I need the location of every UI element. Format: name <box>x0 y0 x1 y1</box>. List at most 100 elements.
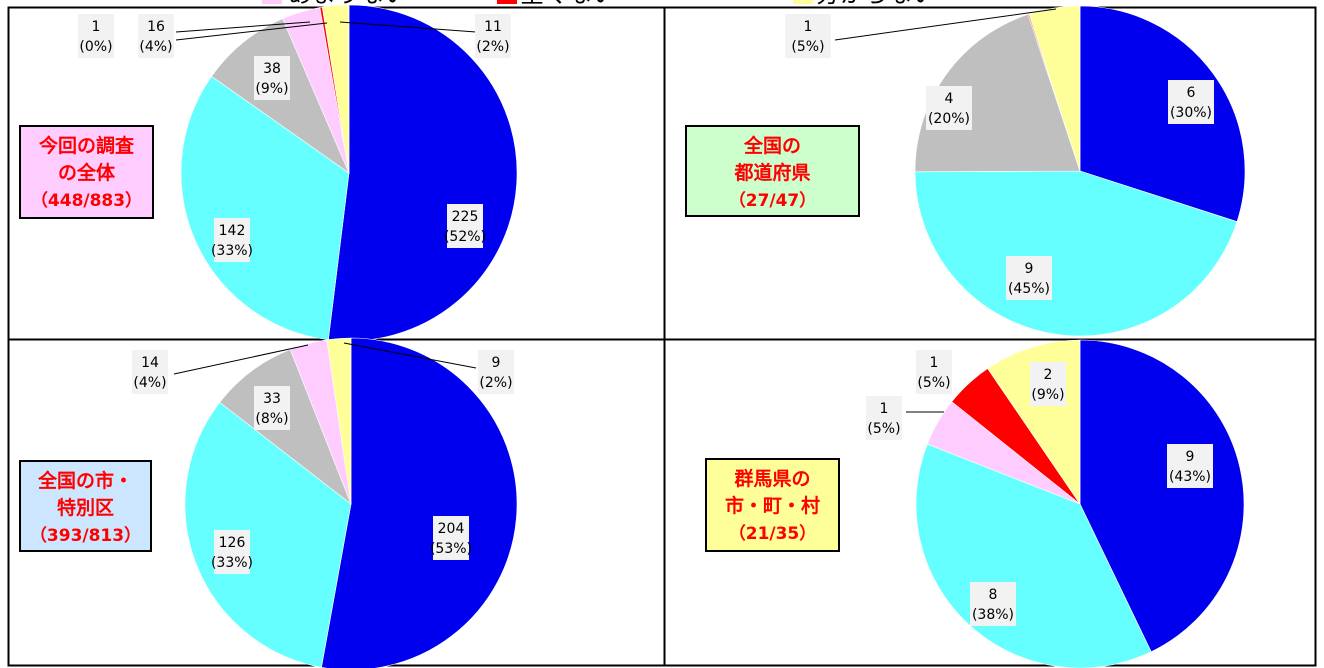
legend-strip: あまりない 全くない 分からない <box>262 0 936 8</box>
pie-3-label-blue: 204 (53%) <box>430 516 472 560</box>
pie-1-label-pink: 16 (4%) <box>138 14 311 58</box>
pie-2-slice-blue <box>1079 5 1246 223</box>
pie-2-label-yellow: 1 (5%) <box>785 8 1057 58</box>
pie-2-label-text-blue-1: 6 <box>1187 85 1196 101</box>
pie-3-label-text-gray-1: 33 <box>263 391 281 407</box>
pie-1-label-text-yellow-2: (2%) <box>476 39 509 55</box>
pie-2-label-bg-yellow <box>785 14 831 58</box>
pie-4-label-text-yellow-1: 2 <box>1044 367 1053 383</box>
pie-4-label-pink: 1 (5%) <box>866 396 944 440</box>
pie-4-category-line-1: 群馬県の <box>733 467 810 490</box>
pie-1-label-bg-blue <box>447 204 483 248</box>
pie-4-slice-blue <box>1079 339 1245 653</box>
pie-4-label-text-cyan-1: 8 <box>989 587 998 603</box>
legend-swatch-yellow <box>793 0 813 4</box>
pie-2-label-text-cyan-2: (45%) <box>1008 281 1050 297</box>
pie-4-label-red: 1 (5%) <box>916 350 952 394</box>
pie-chart-3: 204 (53%) 126 (33%) 33 (8%) 14 (4%) 9 (2%) 全国の市・特別… <box>19 337 518 668</box>
pie-1-category-box-bg <box>19 125 154 219</box>
pie-4-label-text-blue-1: 9 <box>1186 449 1195 465</box>
pie-3-category-line-2: 特別区 <box>57 497 114 519</box>
pie-3-label-bg-blue <box>433 516 469 560</box>
pie-3-category-box: 全国の市・特別区 （393/813） <box>19 460 152 552</box>
pie-3-category-line-3: （393/813） <box>30 525 141 546</box>
pie-3-label-text-blue-1: 204 <box>438 521 465 537</box>
pie-1-label-bg-pink <box>138 14 174 58</box>
pie-1-label-text-blue-1: 225 <box>452 209 479 225</box>
pie-1-slice-cyan <box>180 75 350 341</box>
pie-1-label-gray: 38 (9%) <box>254 56 290 100</box>
pie-1-label-text-red-1: 1 <box>92 19 101 35</box>
pie-4-label-yellow: 2 (9%) <box>1030 362 1066 406</box>
pie-1-label-text-yellow-1: 11 <box>484 19 502 35</box>
pie-3-label-text-blue-2: (53%) <box>430 541 472 557</box>
pie-4-label-bg-cyan <box>970 582 1016 626</box>
pie-2-slice-gray <box>914 14 1081 173</box>
pie-3-leader-yellow <box>343 342 477 369</box>
pie-1-slice-blue <box>327 4 518 342</box>
legend-text-1: あまりない <box>288 0 408 8</box>
pie-3-label-bg-yellow <box>478 350 514 394</box>
pie-1-label-text-cyan-2: (33%) <box>211 243 253 259</box>
pie-4-label-text-pink-1: 1 <box>880 401 889 417</box>
pie-3-label-text-pink-2: (4%) <box>133 375 166 391</box>
pie-1-slice-yellow <box>321 4 350 174</box>
pie-3-category-box-bg <box>19 460 152 552</box>
pie-1-category-line-1: 今回の調査 <box>38 134 135 157</box>
pie-3-slice-blue <box>321 337 518 668</box>
pie-2-category-line-3: （27/47） <box>729 190 817 211</box>
pie-chart-1: 225 (52%) 142 (33%) 38 (9%) 16 (4%) 1 (0%) 11 (2%) 今… <box>19 4 518 342</box>
pie-4-label-text-yellow-2: (9%) <box>1031 387 1064 403</box>
pie-1-label-yellow: 11 (2%) <box>339 14 511 58</box>
pie-1-label-text-blue-2: (52%) <box>444 229 486 245</box>
pie-4-label-text-red-1: 1 <box>930 355 939 371</box>
pie-3-label-yellow: 9 (2%) <box>343 342 514 394</box>
pie-4-category-box-bg <box>705 458 840 552</box>
pie-4-label-bg-blue <box>1167 444 1213 488</box>
legend-text-3: 分からない <box>816 0 936 8</box>
pie-1-category-line-2: の全体 <box>58 161 116 184</box>
pie-2-category-line-1: 全国の <box>743 134 801 157</box>
legend-swatch-pink <box>262 0 282 4</box>
pie-3-slice-cyan <box>184 401 352 668</box>
pie-4-category-line-2: 市・町・村 <box>725 494 820 517</box>
pie-3-label-text-yellow-2: (2%) <box>479 375 512 391</box>
pie-3-label-text-cyan-1: 126 <box>219 535 246 551</box>
pie-2-label-text-gray-1: 4 <box>945 91 954 107</box>
pie-2-label-bg-blue <box>1168 80 1214 124</box>
pie-4-label-text-cyan-2: (38%) <box>972 607 1014 623</box>
pie-2-label-text-yellow-2: (5%) <box>791 39 824 55</box>
pie-1-label-text-gray-2: (9%) <box>255 81 288 97</box>
pie-1-leader-red <box>175 22 328 41</box>
pie-3-label-text-gray-2: (8%) <box>255 411 288 427</box>
pie-3-label-gray: 33 (8%) <box>254 386 290 430</box>
pie-1-label-text-red-2: (0%) <box>79 39 112 55</box>
pie-2-category-line-2: 都道府県 <box>733 161 810 184</box>
pie-2-category-box-bg <box>685 125 860 217</box>
pie-4-label-text-blue-2: (43%) <box>1169 469 1211 485</box>
pie-2-slice-yellow <box>1028 5 1081 172</box>
legend-swatch-red <box>497 0 517 4</box>
pie-2-label-text-blue-2: (30%) <box>1170 105 1212 121</box>
pie-4-label-text-red-2: (5%) <box>917 375 950 391</box>
pie-4-label-bg-pink <box>866 396 902 440</box>
pie-2-label-blue: 6 (30%) <box>1168 80 1214 124</box>
pie-2-label-text-gray-2: (20%) <box>928 111 970 127</box>
pie-3-leader-pink <box>173 344 309 375</box>
pie-2-leader-yellow <box>834 8 1057 41</box>
pie-3-label-text-yellow-1: 9 <box>492 355 501 371</box>
pie-3-label-text-pink-1: 14 <box>141 355 159 371</box>
pie-2-label-text-cyan-1: 9 <box>1025 261 1034 277</box>
pie-4-label-bg-red <box>916 350 952 394</box>
pie-3-label-bg-pink <box>132 350 168 394</box>
pie-1-label-bg-yellow <box>475 14 511 58</box>
legend-text-2: 全くない <box>520 0 616 8</box>
pie-3-slice-yellow <box>326 337 352 505</box>
pie-1-label-cyan: 142 (33%) <box>211 218 253 262</box>
pie-3-label-bg-gray <box>254 386 290 430</box>
pie-1-label-bg-cyan <box>214 218 250 262</box>
